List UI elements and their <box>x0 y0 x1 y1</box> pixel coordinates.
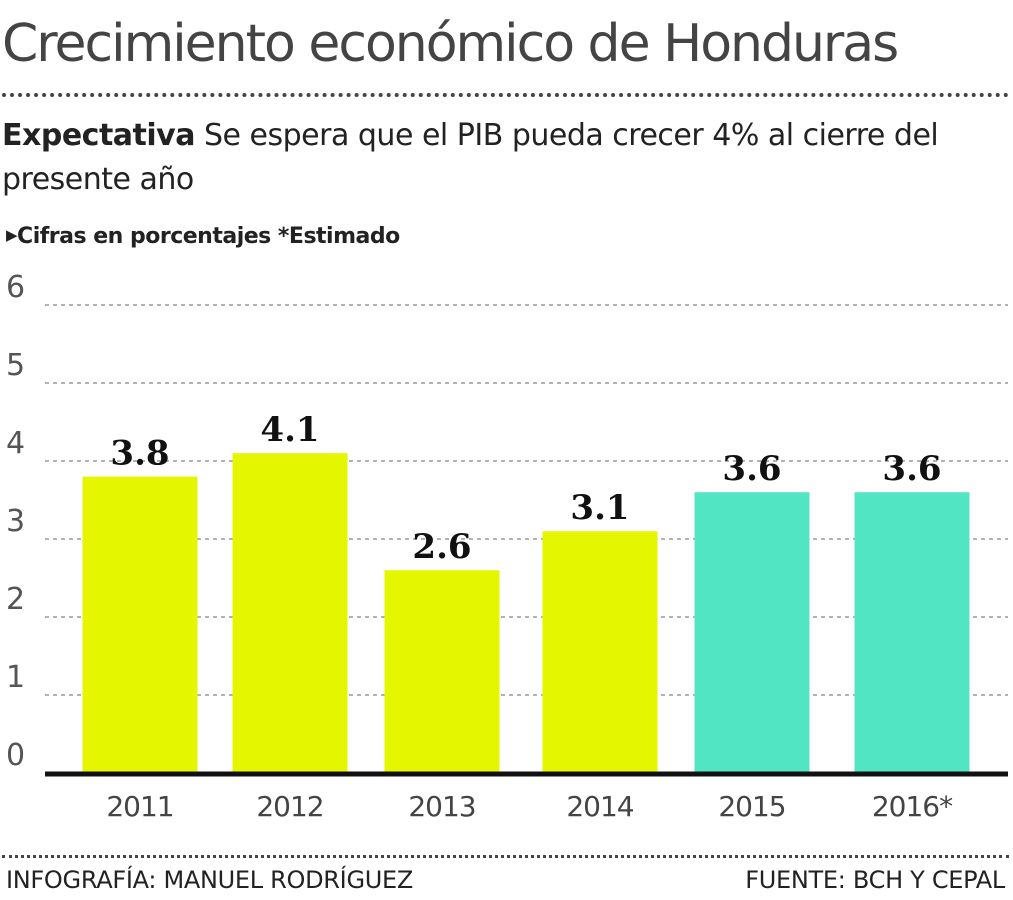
x-tick-label: 2013 <box>408 790 475 823</box>
triangle-icon: ▶ <box>6 226 18 244</box>
bar-2015 <box>694 492 810 773</box>
y-tick-label: 0 <box>6 738 25 773</box>
data-label: 3.1 <box>570 488 629 528</box>
note-text: Cifras en porcentajes *Estimado <box>17 224 400 249</box>
source: FUENTE: BCH Y CEPAL <box>745 866 1005 894</box>
data-label: 4.1 <box>260 410 319 450</box>
y-tick-label: 4 <box>6 426 25 461</box>
y-tick-label: 1 <box>6 660 25 695</box>
note: ▶Cifras en porcentajes *Estimado <box>6 224 400 249</box>
x-tick-label: 2014 <box>566 790 633 823</box>
subtitle: Expectativa Se espera que el PIB pueda c… <box>2 114 1002 202</box>
data-label: 3.8 <box>110 434 169 474</box>
x-tick-label: 2016* <box>872 790 953 823</box>
bar-2012 <box>232 453 348 773</box>
subtitle-text: Se espera que el PIB pueda crecer 4% al … <box>2 118 939 197</box>
title-divider <box>2 93 1009 97</box>
x-tick-label: 2015 <box>718 790 785 823</box>
chart-title: Crecimiento económico de Honduras <box>2 14 899 74</box>
bar-2016* <box>854 492 970 773</box>
x-tick-label: 2012 <box>256 790 323 823</box>
subtitle-bold: Expectativa <box>2 118 195 153</box>
bar-2011 <box>82 476 198 773</box>
data-label: 3.6 <box>882 449 941 489</box>
credit: INFOGRAFÍA: MANUEL RODRÍGUEZ <box>6 866 414 894</box>
x-tick-label: 2011 <box>106 790 173 823</box>
footer-divider <box>2 855 1009 858</box>
y-tick-label: 5 <box>6 348 25 383</box>
y-tick-label: 2 <box>6 582 25 617</box>
bar-2013 <box>384 570 500 773</box>
data-label: 3.6 <box>722 449 781 489</box>
bar-2014 <box>542 531 658 773</box>
y-tick-label: 6 <box>6 270 25 305</box>
data-label: 2.6 <box>412 527 471 567</box>
y-tick-label: 3 <box>6 504 25 539</box>
